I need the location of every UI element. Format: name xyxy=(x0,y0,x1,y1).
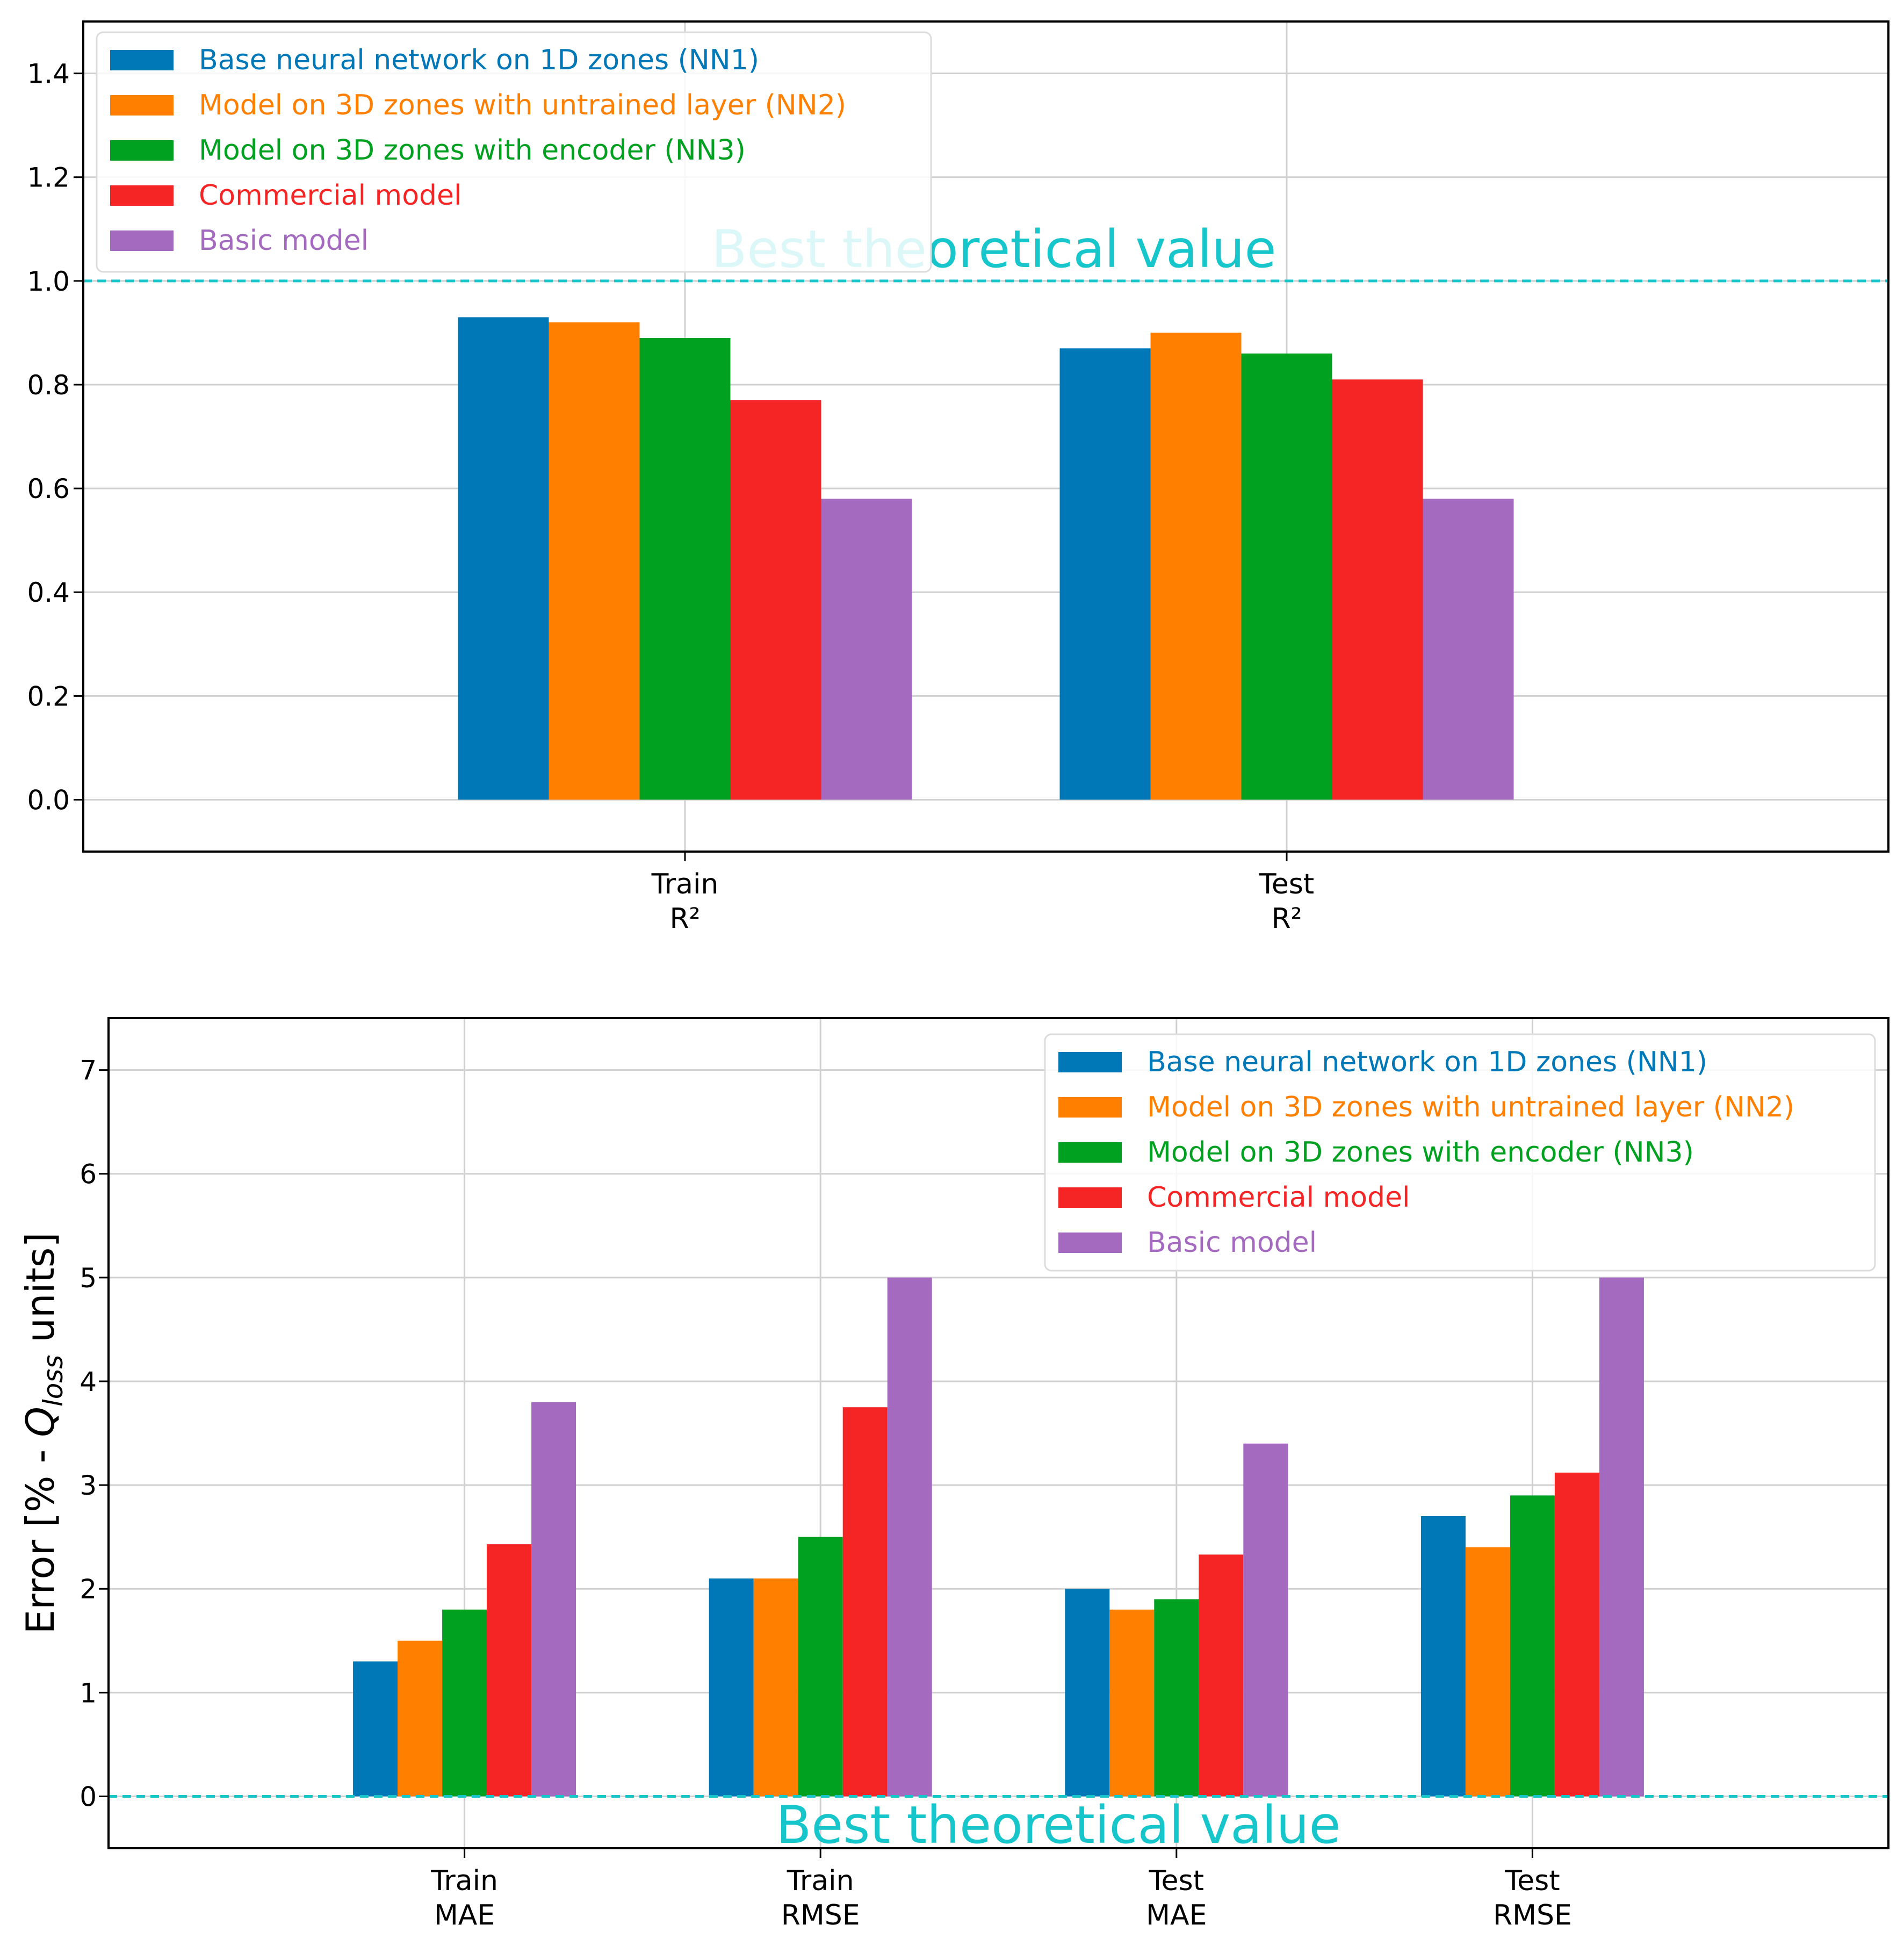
x-tick-label: MAE xyxy=(434,1899,495,1931)
legend-swatch xyxy=(1058,1233,1122,1253)
bar xyxy=(1510,1495,1555,1797)
legend-label: Commercial model xyxy=(199,179,461,212)
bar xyxy=(458,317,549,800)
legend-label: Commercial model xyxy=(1147,1181,1410,1214)
legend-frame xyxy=(96,31,932,273)
x-tick-label: Test xyxy=(1259,868,1314,900)
bar xyxy=(531,1402,576,1797)
y-tick-label: 7 xyxy=(80,1055,97,1086)
bar xyxy=(442,1609,487,1797)
legend: Base neural network on 1D zones (NN1) Mod… xyxy=(1044,1033,1876,1272)
legend-label: Model on 3D zones with encoder (NN3) xyxy=(199,134,746,167)
bar xyxy=(1154,1599,1199,1797)
bar xyxy=(842,1407,888,1797)
error-chart: 01234567TrainMAETrainRMSETestMAETestRMSE… xyxy=(18,1017,1889,1931)
y-tick-label: 1.0 xyxy=(27,266,70,297)
bar xyxy=(1423,499,1514,800)
legend-swatch xyxy=(110,95,174,116)
y-tick-label: 4 xyxy=(80,1366,97,1397)
legend-label: Base neural network on 1D zones (NN1) xyxy=(199,44,759,76)
bar xyxy=(1420,1516,1466,1797)
legend-swatch xyxy=(1058,1097,1122,1118)
legend-swatch xyxy=(110,50,174,70)
legend-swatch xyxy=(110,230,174,251)
bar xyxy=(1243,1443,1288,1797)
y-tick-label: 3 xyxy=(80,1470,97,1501)
plot-frame xyxy=(82,20,1889,853)
bar xyxy=(821,499,912,800)
y-tick-label: 6 xyxy=(80,1159,97,1190)
legend-label: Base neural network on 1D zones (NN1) xyxy=(1147,1046,1707,1078)
bar xyxy=(709,1578,754,1797)
legend-swatch xyxy=(110,140,174,161)
y-tick-label: 1.4 xyxy=(27,59,70,90)
y-tick-label: 0.8 xyxy=(27,370,70,401)
x-tick-label: R² xyxy=(670,903,701,935)
y-tick-label: 2 xyxy=(80,1574,97,1605)
legend-swatch xyxy=(1058,1052,1122,1072)
x-tick-label: Train xyxy=(651,868,719,900)
x-tick-label: Train xyxy=(787,1865,854,1897)
x-tick-label: R² xyxy=(1272,903,1302,935)
bar xyxy=(1150,333,1242,800)
legend-label: Model on 3D zones with untrained layer (… xyxy=(199,89,846,121)
legend-label: Model on 3D zones with untrained layer (… xyxy=(1147,1091,1794,1123)
bar xyxy=(398,1640,443,1797)
bar xyxy=(1599,1277,1644,1797)
bar xyxy=(353,1661,398,1797)
legend-swatch xyxy=(1058,1142,1122,1163)
y-tick-label: 0.4 xyxy=(27,577,70,608)
bar xyxy=(753,1578,798,1797)
bar xyxy=(1065,1589,1110,1797)
x-tick-label: RMSE xyxy=(781,1899,860,1931)
bar xyxy=(487,1544,532,1797)
r2-chart: 0.00.20.40.60.81.01.21.4TrainR²TestR²Bes… xyxy=(27,20,1889,935)
y-tick-label: 0.0 xyxy=(27,784,70,816)
legend-label: Model on 3D zones with encoder (NN3) xyxy=(1147,1136,1694,1169)
x-tick-label: Test xyxy=(1504,1865,1560,1897)
bar xyxy=(887,1277,932,1797)
bar xyxy=(1465,1547,1510,1797)
y-tick-label: 5 xyxy=(80,1263,97,1294)
y-tick-label: 1 xyxy=(80,1677,97,1709)
y-tick-label: 1.2 xyxy=(27,162,70,193)
bar xyxy=(549,322,640,800)
reference-line-label: Best theoretical value xyxy=(776,1795,1340,1855)
x-tick-label: Train xyxy=(430,1865,498,1897)
legend-swatch xyxy=(110,185,174,206)
legend-label: Basic model xyxy=(1147,1227,1317,1259)
y-tick-label: 0 xyxy=(80,1781,97,1812)
bar xyxy=(1109,1609,1155,1797)
bar xyxy=(730,400,821,800)
legend-label: Basic model xyxy=(199,225,369,257)
legend-swatch xyxy=(1058,1187,1122,1208)
x-tick-label: RMSE xyxy=(1493,1899,1572,1931)
bar xyxy=(798,1537,843,1797)
legend-frame xyxy=(1044,1033,1876,1272)
y-axis-label: Error [% - Qloss units] xyxy=(18,1233,69,1634)
y-tick-label: 0.6 xyxy=(27,473,70,504)
legend: Base neural network on 1D zones (NN1) Mod… xyxy=(96,31,932,273)
plot-frame xyxy=(107,1017,1889,1849)
bar xyxy=(1059,348,1151,800)
bar xyxy=(1241,354,1332,800)
x-tick-label: Test xyxy=(1149,1865,1204,1897)
bar xyxy=(1554,1472,1599,1797)
bar xyxy=(1199,1554,1244,1797)
y-tick-label: 0.2 xyxy=(27,681,70,712)
bar xyxy=(1332,379,1423,800)
bar xyxy=(639,338,731,800)
x-tick-label: MAE xyxy=(1146,1899,1207,1931)
